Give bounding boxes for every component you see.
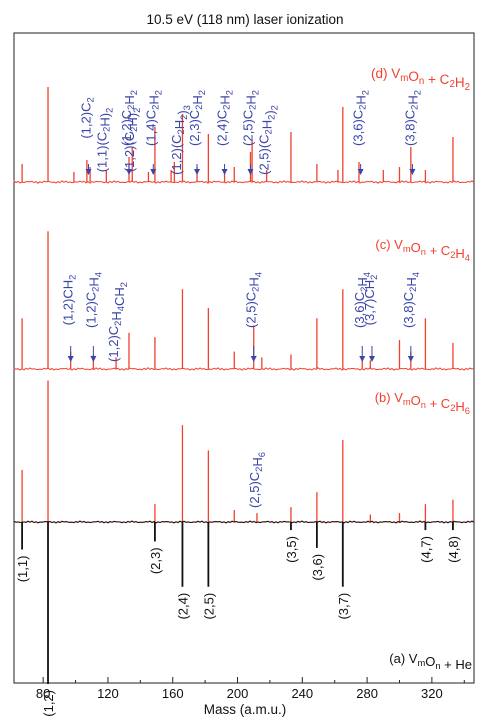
x-tick-label-200: 200 bbox=[227, 686, 249, 701]
panel-d bbox=[13, 87, 475, 184]
annotation-b-19: (2,5)C2H6 bbox=[247, 452, 267, 508]
annotation-arrowhead-c-13 bbox=[90, 356, 97, 362]
legend-a: (a) VmOn + He bbox=[389, 651, 472, 672]
annotation-arrowhead-c-15 bbox=[250, 356, 257, 362]
peak-label-a-333: (4,8) bbox=[446, 536, 461, 563]
annotation-d-4: (1,4)C2H2 bbox=[143, 90, 163, 146]
annotation-arrowhead-c-12 bbox=[67, 356, 74, 362]
annotation-d-7: (2,4)C2H2 bbox=[215, 90, 235, 146]
spectra-layer bbox=[13, 87, 475, 684]
peak-label-a-83: (1,2) bbox=[41, 690, 56, 717]
annotation-d-8: (2,5)C2H2 bbox=[240, 90, 260, 146]
annotation-d-5: (1,2)(C2H2)3 bbox=[169, 105, 192, 175]
peak-label-a-249: (3,6) bbox=[310, 554, 325, 581]
annotation-d-9: (2,5)(C2H2)2 bbox=[257, 105, 280, 175]
annotation-c-15: (2,5)C2H4 bbox=[244, 272, 264, 328]
annotation-layer: (1,2)C2(1,1)(C2H)2 (1,2)C2H2(1,2)(C2H)2 (1… bbox=[15, 90, 461, 717]
peak-label-a-166: (2,4) bbox=[175, 593, 190, 620]
peak-label-a-233: (3,5) bbox=[284, 536, 299, 563]
x-axis-label: Mass (a.m.u.) bbox=[204, 702, 287, 717]
annotation-arrowhead-d-6 bbox=[194, 169, 201, 175]
peak-label-a-182: (2,5) bbox=[201, 593, 216, 620]
annotation-d-1: (1,1)(C2H)2 bbox=[95, 108, 115, 173]
baseline-d bbox=[13, 179, 475, 184]
annotation-d-11: (3,8)C2H2 bbox=[402, 90, 422, 146]
annotation-arrowhead-d-0 bbox=[85, 169, 92, 175]
annotation-d-3: (1,2)(C2H)2 bbox=[122, 108, 142, 173]
annotation-arrowhead-d-7 bbox=[221, 169, 228, 175]
annotation-c-18: (3,8)C2H4 bbox=[401, 272, 421, 328]
x-axis: 80 120 160 200 240 280 320 bbox=[36, 677, 465, 701]
annotation-d-0: (1,2)C2 bbox=[79, 97, 96, 138]
peak-label-a-149: (2,3) bbox=[148, 547, 163, 574]
annotation-arrowhead-c-18 bbox=[407, 356, 414, 362]
annotation-arrowhead-d-8 bbox=[247, 169, 254, 175]
legend-b: (b) VmOn + C2H6 bbox=[375, 390, 470, 416]
x-tick-label-320: 320 bbox=[421, 686, 443, 701]
annotation-c-16: (3,6)C2H4 bbox=[352, 272, 372, 328]
annotation-arrowhead-d-2 bbox=[126, 169, 132, 175]
legend-d: (d) VmOn + C2H2 bbox=[371, 66, 470, 93]
legend-c: (c) VmOn + C2H4 bbox=[375, 237, 470, 263]
x-tick-label-280: 280 bbox=[356, 686, 378, 701]
annotation-d-10: (3,6)C2H2 bbox=[351, 90, 371, 146]
annotation-arrowhead-d-11 bbox=[409, 169, 416, 175]
peak-label-a-67: (1,1) bbox=[15, 556, 30, 583]
peak-label-a-265: (3,7) bbox=[336, 593, 351, 620]
x-tick-label-240: 240 bbox=[291, 686, 313, 701]
chart-title: 10.5 eV (118 nm) laser ionization bbox=[146, 12, 343, 27]
panel-a bbox=[13, 520, 475, 684]
annotation-c-13: (1,2)C2H4 bbox=[83, 272, 103, 328]
annotation-arrowhead-c-17 bbox=[368, 356, 375, 362]
baseline-a bbox=[13, 520, 475, 524]
annotation-arrowhead-d-4 bbox=[150, 169, 157, 175]
x-tick-label-160: 160 bbox=[162, 686, 184, 701]
baseline-c bbox=[13, 367, 475, 371]
legend-layer: (d) VmOn + C2H2 (c) VmOn + C2H4 (b) VmOn +… bbox=[371, 66, 472, 672]
annotation-d-6: (2,3)C2H2 bbox=[187, 90, 207, 146]
annotation-c-12: (1,2)CH2 bbox=[61, 275, 78, 326]
annotation-d-2: (1,2)C2H2 bbox=[119, 90, 139, 146]
panel-c bbox=[13, 231, 475, 371]
x-tick-label-120: 120 bbox=[97, 686, 119, 701]
annotation-c-17: (3,7)CH2 bbox=[362, 275, 379, 326]
plot-frame bbox=[13, 32, 475, 684]
annotation-arrowhead-d-10 bbox=[357, 169, 364, 175]
peak-label-a-316: (4,7) bbox=[418, 536, 433, 563]
annotation-c-14: (1,2)C2H4CH2 bbox=[106, 282, 129, 362]
annotation-arrowhead-c-16 bbox=[359, 356, 366, 362]
x-tick-label-80: 80 bbox=[36, 686, 50, 701]
